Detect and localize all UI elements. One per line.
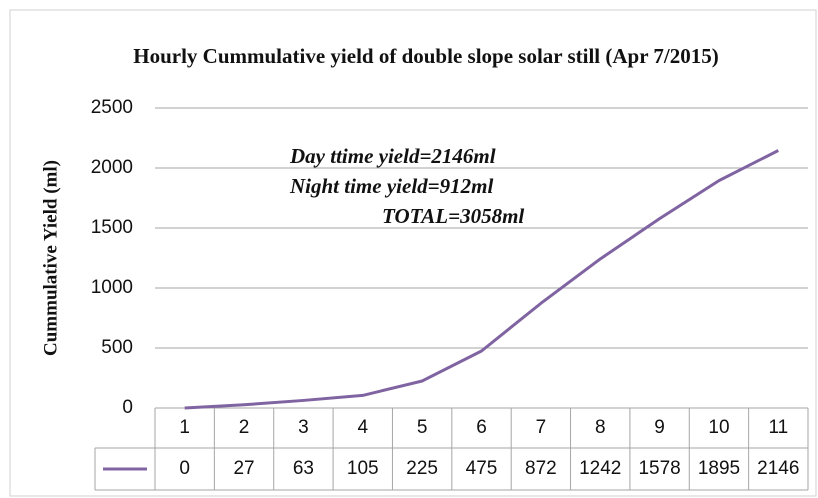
table-value: 2146: [757, 458, 799, 479]
table-value: 475: [466, 458, 498, 479]
x-tick-label: 2: [239, 417, 250, 438]
y-tick-label: 2500: [91, 97, 133, 118]
x-tick-label: 5: [417, 417, 428, 438]
y-tick-label: 1500: [91, 217, 133, 238]
y-tick-label: 500: [101, 337, 133, 358]
table-value: 27: [233, 458, 254, 479]
x-tick-label: 6: [476, 417, 487, 438]
chart-title: Hourly Cummulative yield of double slope…: [133, 44, 719, 68]
x-tick-label: 3: [298, 417, 309, 438]
x-tick-label: 9: [654, 417, 665, 438]
annotation: TOTAL=3058ml: [382, 204, 524, 228]
annotation: Day ttime yield=2146ml: [289, 144, 496, 168]
table-value: 0: [179, 458, 190, 479]
y-tick-label: 1000: [91, 277, 133, 298]
chart-frame: [9, 9, 817, 497]
x-tick-label: 8: [595, 417, 606, 438]
x-tick-label: 1: [179, 417, 190, 438]
table-value: 225: [406, 458, 438, 479]
line: [184, 149, 779, 410]
y-axis-label: Cummulative Yield (ml): [40, 160, 61, 356]
table-value: 1895: [698, 458, 740, 479]
table-value: 1578: [638, 458, 680, 479]
annotation: Night time yield=912ml: [289, 174, 493, 198]
y-tick-label: 2000: [91, 157, 133, 178]
table-value: 63: [293, 458, 314, 479]
y-tick-label: 0: [122, 397, 133, 418]
x-tick-label: 7: [536, 417, 547, 438]
table-value: 872: [525, 458, 557, 479]
x-tick-label: 11: [768, 417, 788, 438]
table-value: 105: [347, 458, 379, 479]
x-tick-label: 4: [357, 417, 368, 438]
table-value: 1242: [579, 458, 621, 479]
x-tick-label: 10: [708, 417, 729, 438]
